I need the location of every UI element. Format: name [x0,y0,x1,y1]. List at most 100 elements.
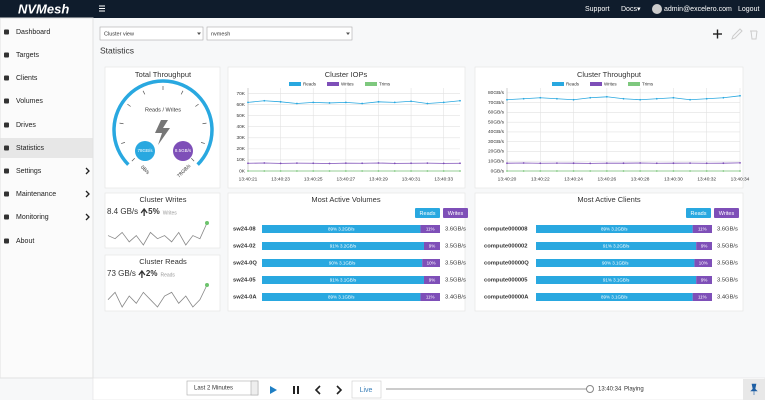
series-point [312,162,315,165]
nav-item[interactable]: Settings [4,167,90,175]
series-point [247,170,249,172]
nav-item[interactable]: About [4,238,34,245]
y-tick-label: 40K [236,124,245,130]
user-name[interactable]: admin@excelero.com [664,6,732,13]
edit-button[interactable] [731,28,743,40]
play-button[interactable] [270,386,277,394]
series-line [247,100,461,104]
legend-swatch [365,82,377,86]
series-point [522,170,525,172]
avatar[interactable] [652,4,662,14]
nav-item[interactable]: Volumes [4,98,43,105]
menu-toggle[interactable] [99,5,105,12]
read-bar-label: 89% 3.2GB/s [328,226,355,231]
x-tick-label: 13:40:22 [531,176,550,182]
row-name: sw24-0Q [233,261,257,267]
nav-label: Statistics [16,145,45,152]
series-point [459,170,461,172]
series-point [639,98,642,101]
metric-caption: Writes [163,210,178,216]
series-point [672,170,675,172]
nav-item[interactable]: Targets [4,52,39,59]
series-point [247,162,249,165]
series-point [605,162,608,164]
nav-item[interactable]: Clients [4,75,38,82]
series-point [672,162,675,165]
series-point [589,96,592,99]
row-name: sw24-02 [233,244,256,250]
row-name: sw24-0A [233,295,257,301]
read-bar [262,293,421,301]
read-bar [262,259,423,267]
series-point [312,101,315,104]
add-button[interactable] [713,29,722,39]
write-bar-label: 11% [698,294,707,299]
legend-badge [686,208,711,218]
read-bar [262,276,424,284]
gauge-subtitle: Reads / Writes [145,107,181,113]
metric-change: 5% [148,207,160,216]
read-bar [536,276,697,284]
legend-label: Reads [420,211,436,217]
x-tick-label: 13:40:31 [402,176,421,182]
read-bar [536,225,693,233]
cluster-select[interactable] [206,26,353,41]
timeline-knob[interactable] [586,385,594,393]
panel [104,254,221,312]
legend-label: Reads [303,81,317,86]
delete-button[interactable] [750,30,758,40]
row-total: 3.6GB/s [445,227,466,233]
chart-title: Cluster Throughput [577,70,642,79]
view-select[interactable] [99,26,204,41]
y-tick-label: 0K [239,168,246,174]
series-point [539,170,542,172]
row-total: 3.4GB/s [445,295,466,301]
nav-chevron [85,190,90,198]
legend-label: Reads [566,81,580,86]
write-bar [692,293,712,301]
legend-swatch [628,82,640,86]
metric-value: 8.4 GB/s [107,207,138,216]
legend-badge [415,208,440,218]
gauge-min-label: 0B/s [139,165,151,177]
nav-item[interactable]: Statistics [4,145,45,152]
writes-bubble-label: 8.5GB/s [175,148,192,153]
nav-item[interactable]: Monitoring [4,213,90,221]
series-point [622,97,625,100]
support-link[interactable]: Support [585,6,610,13]
nav-item[interactable]: Dashboard [4,29,50,36]
logout[interactable]: Logout [738,6,759,13]
y-tick-label: 20GB/s [488,149,505,155]
series-point [312,170,315,172]
x-tick-label: 13:40:29 [369,176,388,182]
next-button[interactable] [336,385,343,395]
write-bar-label: 9% [429,243,436,248]
current-time: 13:40:34 [598,387,622,393]
y-tick-label: 70GB/s [488,100,505,106]
series-point [539,96,542,99]
series-point [539,162,542,165]
range-spinner[interactable] [250,380,259,396]
read-bar-label: 91% 3.1GB/s [603,277,630,282]
live-button[interactable] [351,380,382,399]
read-bar [536,242,697,250]
nav-icon [4,191,9,197]
row-name: compute00000Q [484,261,529,267]
sidebar [0,17,94,379]
series-point [296,162,298,165]
pin-button[interactable] [750,383,758,395]
panel-title: Cluster Writes [140,195,187,204]
series-point [639,170,642,172]
nav-label: Clients [16,75,38,82]
up-arrow [140,207,148,216]
metric-caption: Reads [160,272,175,278]
gauge-tick [202,122,207,125]
logo[interactable]: NVMesh [18,1,69,16]
pause-button[interactable] [293,386,299,394]
docs-link[interactable]: Docs▾ [621,6,641,13]
nav-item[interactable]: Drives [4,122,36,129]
prev-button[interactable] [314,385,321,395]
series-point [506,162,508,165]
nav-item[interactable]: Maintenance [4,190,90,198]
series-point [442,101,445,104]
